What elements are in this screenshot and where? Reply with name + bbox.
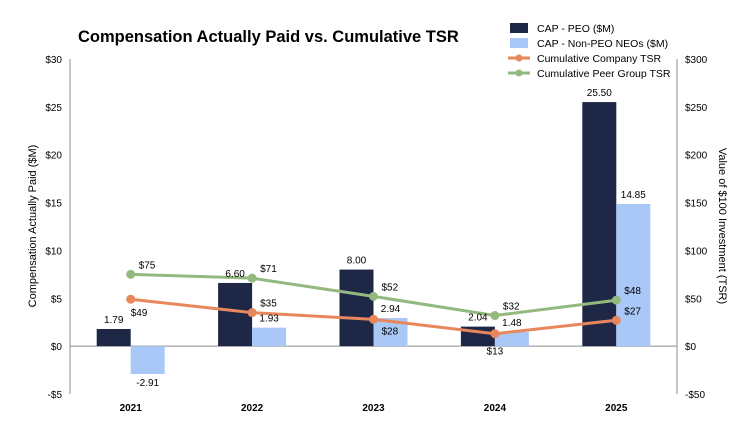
legend-swatch <box>510 23 528 33</box>
y2-tick-label: $150 <box>685 199 708 210</box>
x-tick-label: 2024 <box>484 403 507 414</box>
x-tick-label: 2025 <box>605 403 628 414</box>
bar-data-label: 1.93 <box>259 314 279 325</box>
bars-group <box>96 102 651 374</box>
y-tick-label: $5 <box>51 294 63 305</box>
company-tsr-point <box>490 329 500 339</box>
company-tsr-point <box>126 294 136 304</box>
y-tick-label: $0 <box>51 342 63 353</box>
y-tick-label: $25 <box>45 103 62 114</box>
y2-axis-label: Value of $100 Investment (TSR) <box>716 148 728 304</box>
bar-data-label: 6.60 <box>225 269 245 280</box>
company-tsr-point <box>611 315 621 325</box>
y2-tick-label: $200 <box>685 151 708 162</box>
line-data-label: $48 <box>624 286 641 297</box>
peer-tsr-point <box>126 269 136 279</box>
bar-non-peo <box>252 327 287 347</box>
bar-data-label: 2.04 <box>468 313 488 324</box>
lines-group <box>126 269 621 339</box>
y-tick-label: $30 <box>45 55 62 66</box>
x-tick-label: 2021 <box>120 403 143 414</box>
y-axis-label: Compensation Actually Paid ($M) <box>27 145 39 308</box>
bar-data-label: 8.00 <box>347 256 367 267</box>
y-tick-label: $15 <box>45 199 62 210</box>
x-tick-label: 2023 <box>362 403 385 414</box>
bar-data-label: 2.94 <box>381 304 401 315</box>
company-tsr-point <box>247 308 257 318</box>
bar-peo <box>96 329 131 347</box>
chart-title: Compensation Actually Paid vs. Cumulativ… <box>78 28 459 46</box>
line-data-label: $52 <box>382 282 399 293</box>
line-data-label: $27 <box>624 306 641 317</box>
legend-swatch-marker <box>515 69 523 77</box>
y-tick-label: $20 <box>45 151 62 162</box>
y2-tick-label: $50 <box>685 294 702 305</box>
y2-tick-label: $250 <box>685 103 708 114</box>
y-tick-label: -$5 <box>48 390 63 401</box>
bar-data-label: -2.91 <box>136 378 159 389</box>
bar-data-label: 1.48 <box>502 318 522 329</box>
legend-label: CAP - Non-PEO NEOs ($M) <box>537 38 668 50</box>
line-data-label: $71 <box>260 264 277 275</box>
company-tsr-point <box>369 314 378 324</box>
legend: CAP - PEO ($M) CAP - Non-PEO NEOs ($M) Cum… <box>508 23 671 80</box>
line-data-label: $13 <box>487 347 504 358</box>
bar-data-label: 25.50 <box>587 88 612 99</box>
bar-peo <box>582 102 617 347</box>
bar-peo <box>218 282 253 347</box>
y2-tick-label: $0 <box>685 342 697 353</box>
y2-tick-label: -$50 <box>685 390 705 401</box>
peer-tsr-point <box>611 295 621 305</box>
peer-tsr-point <box>490 311 500 321</box>
line-data-label: $32 <box>503 302 520 313</box>
legend-swatch <box>510 38 528 48</box>
line-data-label: $75 <box>139 260 156 271</box>
y-tick-label: $10 <box>45 246 62 257</box>
legend-label: CAP - PEO ($M) <box>537 23 614 35</box>
line-data-label: $28 <box>382 326 399 337</box>
legend-label: Cumulative Company TSR <box>537 53 662 65</box>
bar-data-label: 14.85 <box>621 190 646 201</box>
axes-group: -$5 $0 $5 $10 $15 $20 $25 $30 -$50 $0 $50 $100 $150 $… <box>45 55 707 414</box>
bar-peo <box>339 269 374 347</box>
legend-label: Cumulative Peer Group TSR <box>537 68 671 80</box>
bar-non-peo <box>616 204 651 347</box>
x-tick-label: 2022 <box>241 403 264 414</box>
bar-non-peo <box>130 346 165 374</box>
data-labels-group: 1.79 6.60 8.00 2.04 25.50 -2.91 1.93 2.94 1.48 14… <box>104 88 646 389</box>
line-data-label: $49 <box>131 308 148 319</box>
legend-swatch-marker <box>515 54 523 62</box>
peer-tsr-point <box>369 291 378 301</box>
line-data-label: $35 <box>260 299 277 310</box>
peer-tsr-point <box>247 273 257 283</box>
bar-non-peo <box>494 331 529 347</box>
y2-tick-label: $300 <box>685 55 708 66</box>
y2-tick-label: $100 <box>685 246 708 257</box>
bar-data-label: 1.79 <box>104 315 124 326</box>
